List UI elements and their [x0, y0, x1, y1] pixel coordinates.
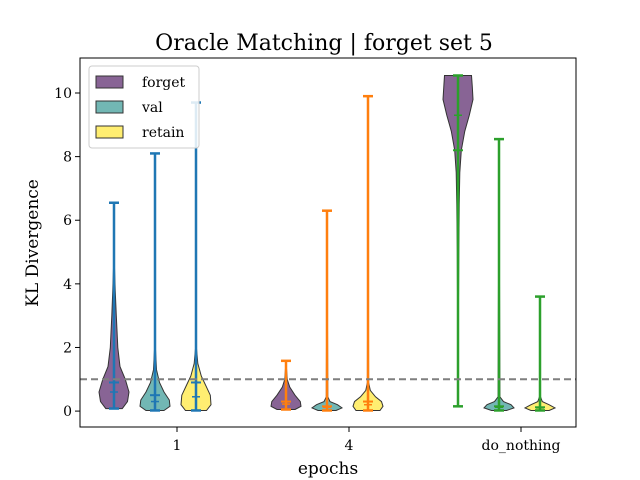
- chart-title: Oracle Matching | forget set 5: [155, 31, 493, 56]
- plot-frame: [79, 57, 577, 428]
- y-tick-label: 4: [63, 277, 72, 293]
- legend-swatch-retain: [95, 125, 124, 139]
- x-axis-label: epochs: [298, 459, 358, 479]
- x-tick-label: 1: [173, 438, 182, 454]
- legend-label-forget: forget: [142, 75, 186, 91]
- legend-swatch-val: [95, 100, 124, 114]
- y-tick-label: 2: [63, 340, 72, 356]
- y-tick-label: 0: [63, 404, 72, 420]
- y-tick-label: 10: [54, 86, 72, 102]
- legend-swatch-forget: [95, 75, 124, 89]
- x-tick-label: do_nothing: [482, 438, 561, 454]
- y-tick-label: 8: [63, 150, 72, 166]
- plot-area: [80, 74, 576, 412]
- y-axis-label: KL Divergence: [23, 179, 43, 307]
- x-axis: 1 4 do_nothing: [173, 427, 561, 454]
- x-tick-label: 4: [345, 438, 354, 454]
- legend-label-val: val: [141, 100, 163, 116]
- legend: forget val retain: [88, 65, 200, 149]
- y-axis: 0 2 4 6 8 10: [54, 86, 80, 420]
- y-tick-label: 6: [63, 213, 72, 229]
- legend-label-retain: retain: [142, 125, 184, 141]
